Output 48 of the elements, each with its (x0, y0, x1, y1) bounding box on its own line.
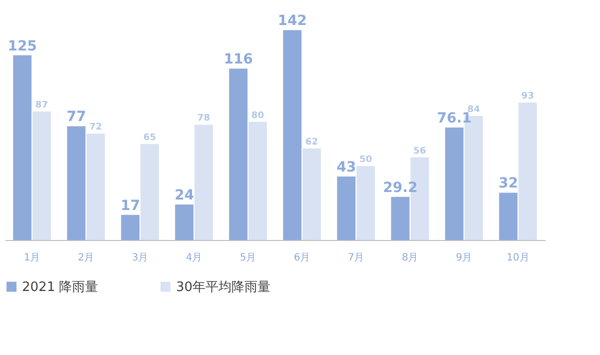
x-tick-label: 10月 (506, 252, 530, 264)
x-tick-label: 6月 (294, 252, 310, 264)
bar (283, 30, 302, 240)
bar (175, 204, 194, 240)
bar (445, 128, 464, 240)
x-tick-label: 9月 (456, 252, 472, 264)
bar (229, 68, 248, 240)
bar (391, 196, 410, 240)
data-label: 56 (413, 146, 426, 156)
bar (32, 111, 51, 240)
data-label: 17 (120, 198, 140, 214)
data-label: 93 (521, 92, 534, 102)
x-tick-label: 8月 (402, 252, 418, 264)
bar (194, 124, 213, 240)
data-label: 80 (251, 110, 264, 121)
data-label: 24 (174, 188, 194, 204)
legend-label: 2021 降雨量 (22, 280, 98, 295)
data-label: 116 (224, 52, 253, 68)
data-label: 78 (197, 114, 210, 124)
bar (13, 55, 32, 240)
legend-label: 30年平均降雨量 (176, 280, 271, 295)
bar (140, 144, 159, 240)
bar (248, 122, 267, 240)
x-tick-label: 2月 (78, 252, 94, 264)
bar (356, 166, 375, 240)
data-label: 125 (8, 38, 37, 54)
data-label: 65 (143, 132, 156, 143)
data-label: 87 (35, 100, 48, 110)
bar (302, 148, 321, 240)
x-tick-label: 4月 (186, 252, 202, 264)
bar (121, 214, 140, 240)
data-label: 50 (359, 155, 372, 166)
bar (67, 126, 86, 240)
data-label: 77 (66, 109, 86, 126)
data-label: 32 (498, 176, 518, 192)
data-label: 62 (305, 137, 318, 148)
data-label: 142 (278, 13, 307, 30)
x-tick-label: 5月 (240, 252, 256, 264)
data-label: 43 (336, 159, 356, 176)
data-label: 29.2 (383, 180, 418, 196)
bar (499, 192, 518, 240)
bar (337, 176, 356, 240)
data-label: 72 (89, 122, 102, 133)
x-tick-label: 3月 (132, 252, 148, 264)
x-tick-label: 1月 (24, 252, 40, 264)
x-tick-label: 7月 (348, 252, 364, 264)
bar (86, 134, 105, 240)
bar (518, 102, 537, 240)
